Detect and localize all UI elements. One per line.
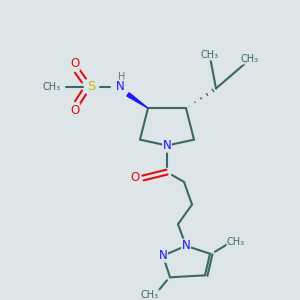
Text: N: N bbox=[182, 239, 190, 252]
Text: S: S bbox=[87, 80, 95, 93]
Text: CH₃: CH₃ bbox=[201, 50, 219, 60]
Text: N: N bbox=[116, 80, 124, 93]
Text: CH₃: CH₃ bbox=[43, 82, 61, 92]
Text: H: H bbox=[118, 72, 126, 82]
Text: N: N bbox=[159, 249, 167, 262]
Text: O: O bbox=[130, 172, 140, 184]
Text: N: N bbox=[163, 139, 171, 152]
Polygon shape bbox=[127, 93, 148, 108]
Text: O: O bbox=[70, 57, 80, 70]
Text: CH₃: CH₃ bbox=[141, 290, 159, 300]
Text: CH₃: CH₃ bbox=[241, 54, 259, 64]
Text: O: O bbox=[70, 103, 80, 117]
Text: CH₃: CH₃ bbox=[227, 237, 245, 247]
